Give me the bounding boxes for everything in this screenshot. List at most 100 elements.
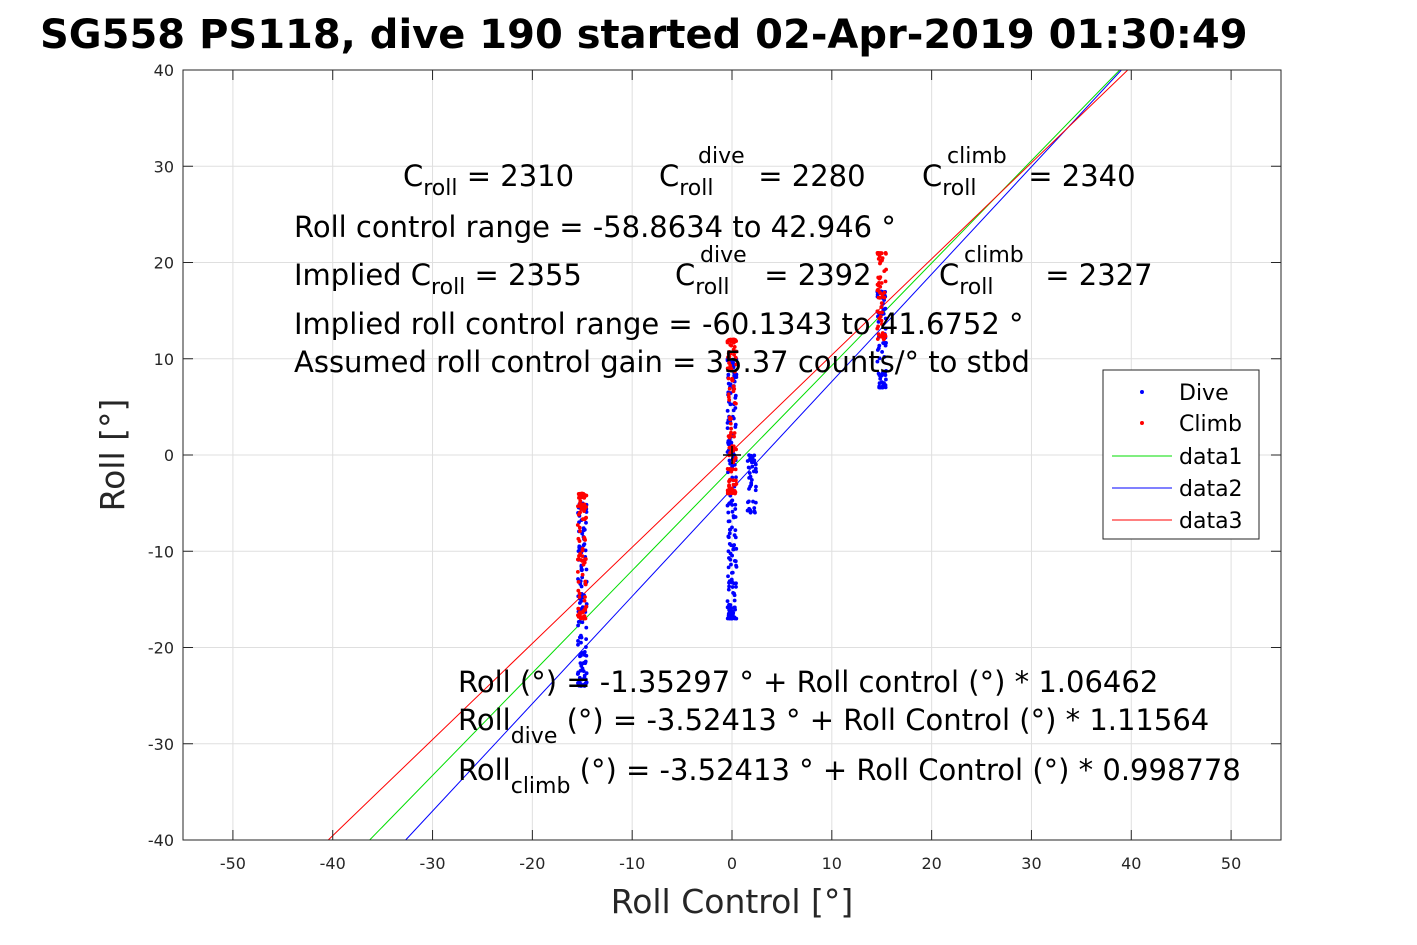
point-climb [728,421,733,426]
annotation-fit-climb: Rollclimb (°) = -3.52413 ° + Roll Contro… [458,753,1241,799]
point-dive [731,610,736,615]
point-climb [884,251,888,256]
point-climb [733,355,738,360]
point-dive [584,520,588,525]
point-climb [734,481,739,486]
point-dive [751,499,755,504]
point-climb [581,491,586,496]
point-climb [583,616,588,621]
point-dive [729,440,734,445]
point-dive [729,579,734,584]
point-climb [583,582,588,587]
point-climb [882,336,887,341]
point-dive [583,548,588,553]
point-dive [730,553,734,558]
y-tick-label: -40 [148,831,174,850]
point-dive [726,574,730,579]
point-dive [748,484,752,489]
y-tick-label: -20 [148,639,174,658]
point-dive [749,457,754,462]
point-climb [728,363,733,368]
point-dive [732,533,737,538]
point-climb [584,515,589,520]
point-climb [584,604,589,609]
point-dive [726,587,731,592]
point-climb [729,486,734,491]
point-dive [584,645,588,649]
point-dive [726,519,731,524]
point-climb [726,376,731,381]
point-dive [727,458,732,463]
point-climb [578,498,583,503]
point-climb [582,598,587,603]
point-climb [732,352,737,357]
point-climb [884,267,888,272]
point-dive [576,623,580,628]
point-dive [730,585,735,589]
point-dive [582,676,587,680]
point-dive [727,602,731,607]
point-climb [728,342,733,347]
point-climb [875,288,880,293]
point-climb [731,340,736,345]
point-dive [725,599,730,604]
point-dive [880,350,885,354]
point-dive [879,380,884,385]
point-dive [730,498,735,503]
point-climb [726,434,731,439]
legend-box [1102,369,1260,540]
point-climb [580,610,585,615]
point-dive [752,506,757,510]
point-dive [576,642,580,647]
point-climb [577,611,582,616]
legend-label-data2: data2 [1179,477,1243,502]
point-climb [578,529,582,534]
point-climb [875,282,880,287]
x-tick-label: -20 [519,854,545,873]
point-climb [728,351,733,356]
x-tick-label: 10 [822,854,842,873]
point-dive [732,605,737,610]
point-climb [880,331,885,335]
point-climb [580,548,585,553]
point-climb [577,554,581,558]
point-dive [581,661,586,666]
point-climb [877,333,882,338]
point-dive [731,547,736,552]
point-dive [875,348,880,352]
point-dive [733,507,738,511]
point-dive [582,542,587,547]
point-climb [575,569,580,574]
point-climb [581,562,586,567]
point-dive [732,615,737,620]
point-dive [733,528,738,533]
point-dive [726,535,731,540]
x-tick-label: 30 [1021,854,1041,873]
point-climb [732,401,737,405]
point-dive [726,565,731,570]
point-climb [582,536,587,541]
point-climb [731,482,736,487]
point-dive [747,453,751,457]
point-climb [725,339,730,344]
point-climb [577,595,582,599]
point-dive [584,567,589,572]
point-climb [729,366,734,371]
point-dive [727,610,732,615]
point-dive [579,640,583,645]
point-climb [576,588,581,593]
point-dive [745,459,750,463]
point-dive [746,465,751,470]
point-dive [751,469,756,474]
x-tick-label: -30 [419,854,445,873]
chart-title: SG558 PS118, dive 190 started 02-Apr-201… [40,12,1248,58]
point-climb [728,467,732,471]
point-climb [880,322,884,326]
point-dive [734,584,738,589]
point-dive [726,613,731,618]
annotation-fit-dive: Rolldive (°) = -3.52413 ° + Roll Control… [458,703,1209,749]
point-climb [729,416,733,421]
point-dive [733,395,738,400]
point-climb [733,455,738,460]
point-climb [880,310,884,315]
